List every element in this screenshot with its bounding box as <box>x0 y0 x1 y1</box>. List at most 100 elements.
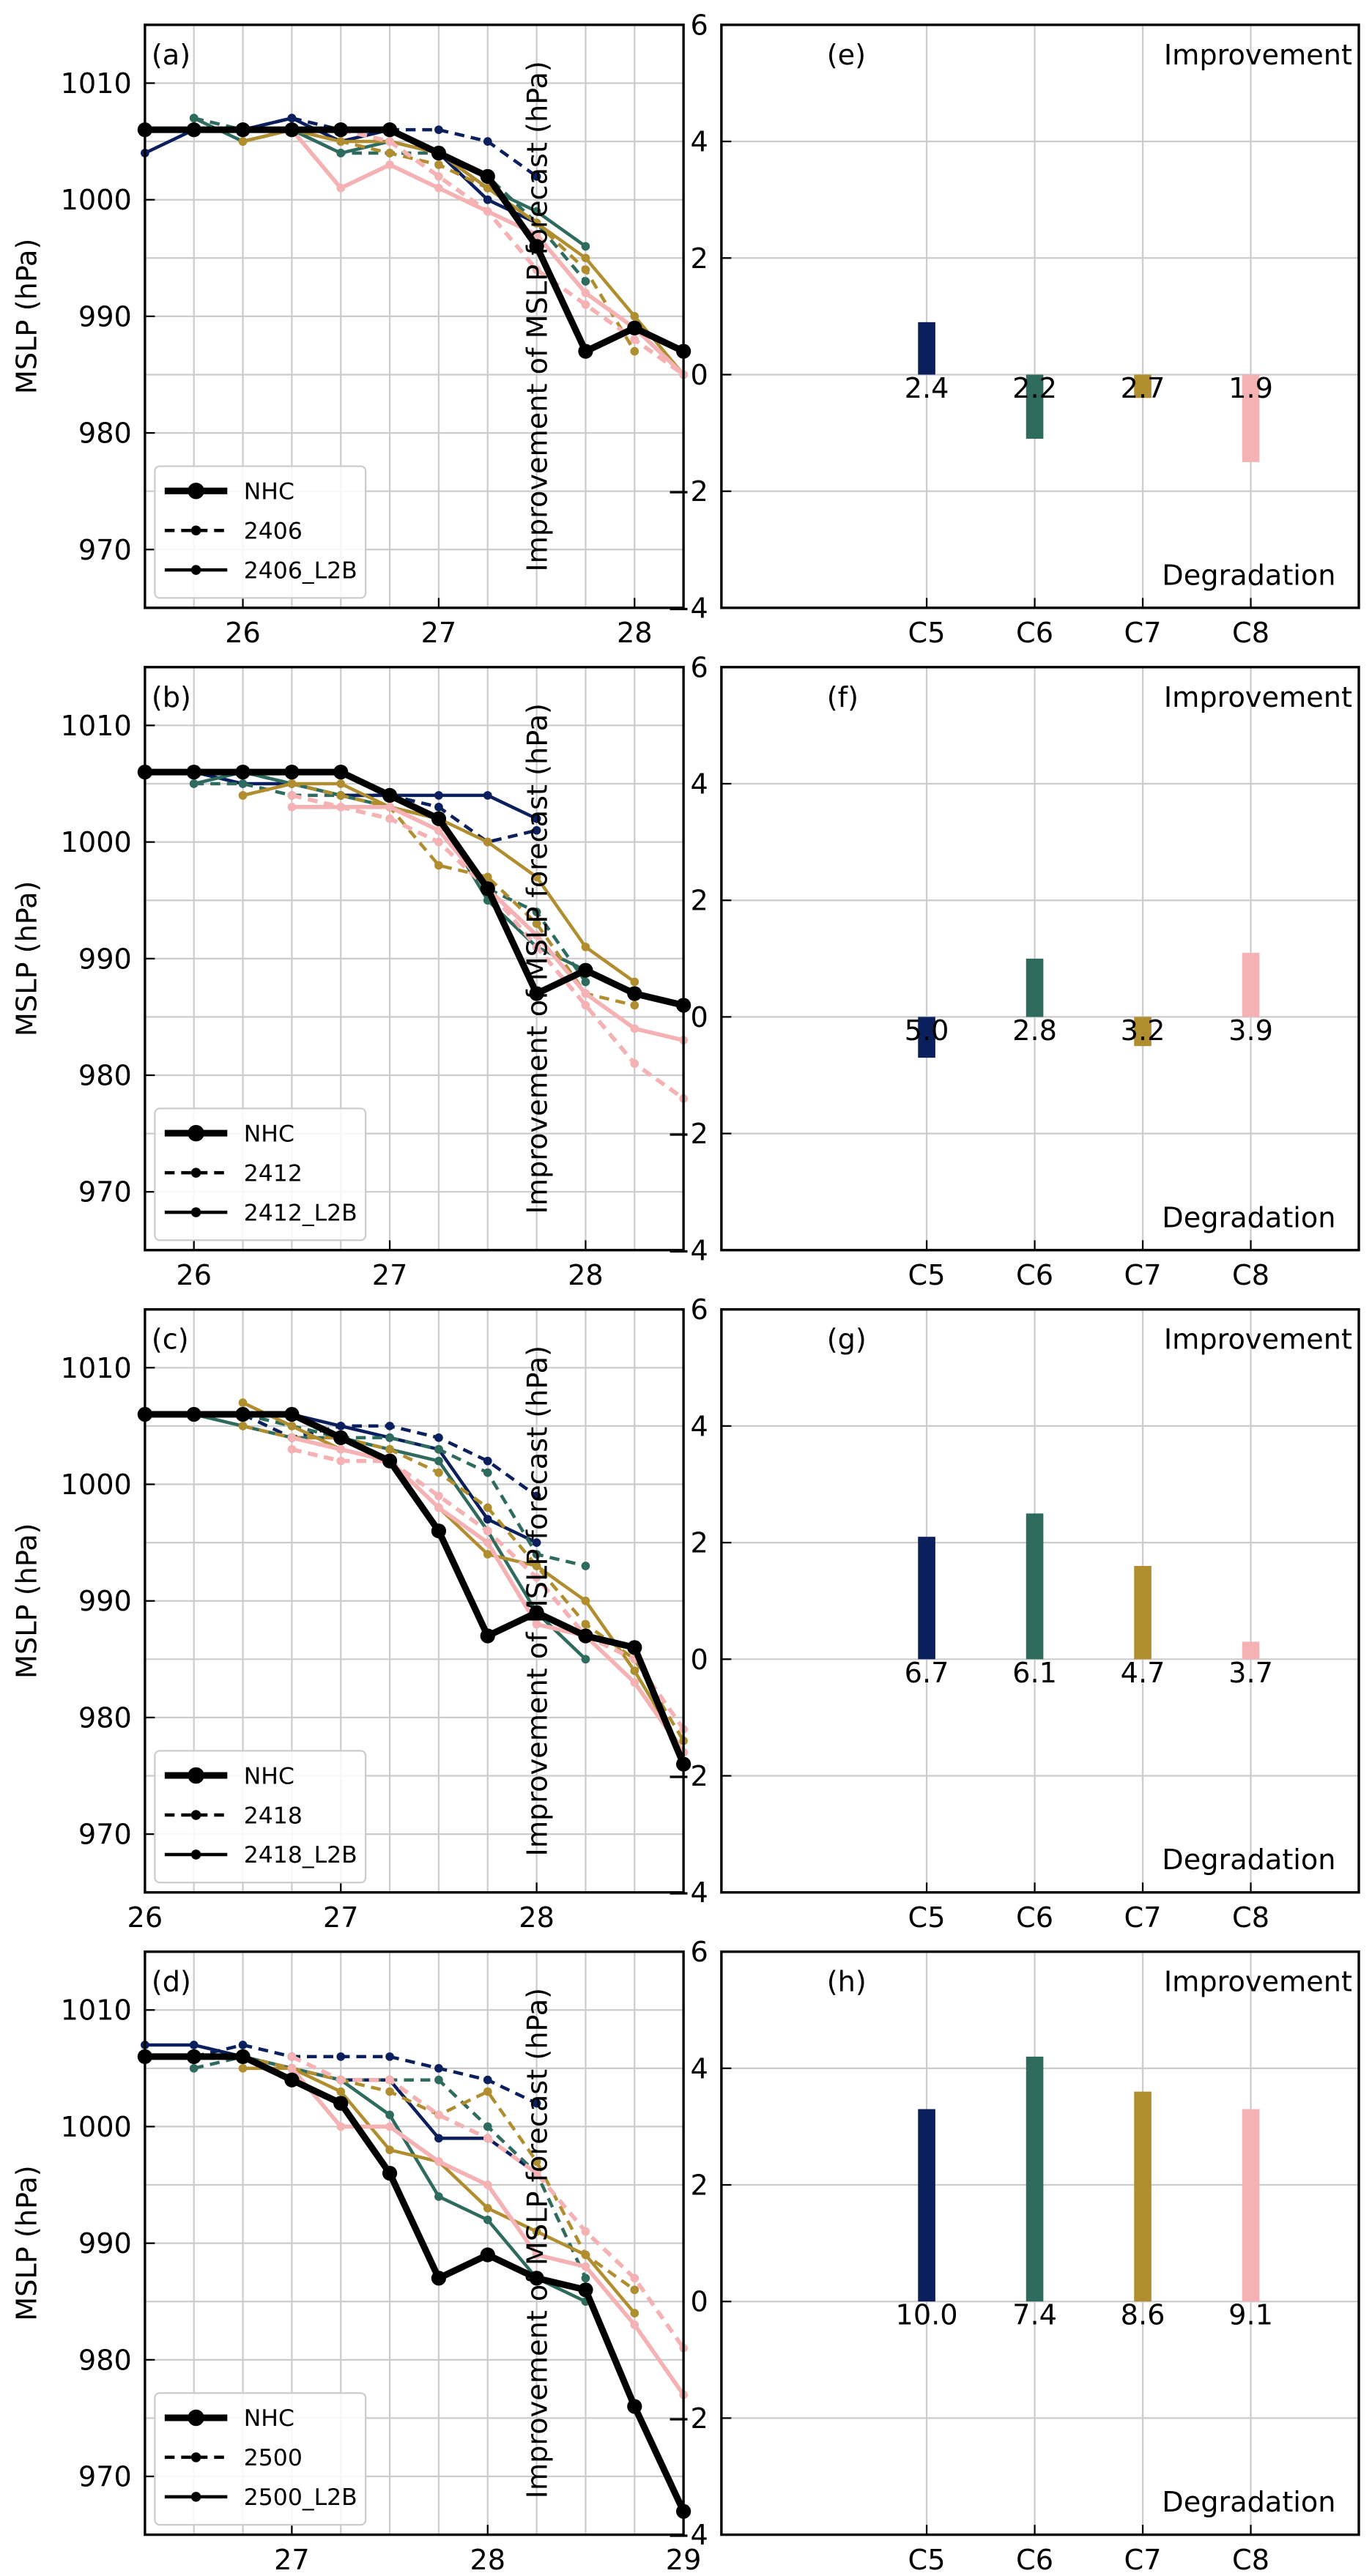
series-marker <box>287 1422 297 1430</box>
bar-note: 6.7 <box>905 1658 949 1690</box>
y-tick-label: −2 <box>667 476 708 508</box>
top-note: Improvement <box>1164 682 1352 714</box>
series-marker <box>287 791 297 800</box>
legend-marker <box>190 2452 201 2462</box>
bar <box>1134 2091 1152 2302</box>
series-marker <box>385 803 394 812</box>
y-tick-label: 1000 <box>61 2112 132 2144</box>
y-axis-label: MSLP (hPa) <box>11 2165 43 2321</box>
series-marker <box>532 814 541 823</box>
series-marker <box>630 1001 639 1010</box>
y-tick-label: −2 <box>667 1761 708 1793</box>
series-marker <box>581 1562 590 1570</box>
y-axis-label: Improvement of MSLP forecast (hPa) <box>522 1345 555 1856</box>
series-marker <box>235 764 251 780</box>
series-marker <box>287 1444 297 1454</box>
series-marker <box>581 2250 590 2260</box>
y-tick-label: −4 <box>667 2520 708 2552</box>
y-tick-label: 6 <box>691 652 708 684</box>
series-marker <box>336 1444 346 1454</box>
y-tick-label: 1010 <box>61 1353 132 1385</box>
y-tick-label: 6 <box>691 10 708 42</box>
series-marker <box>434 1456 443 1466</box>
legend-box <box>154 1750 367 1884</box>
series-marker <box>480 881 495 897</box>
legend-label: NHC <box>244 478 294 505</box>
series-marker <box>385 160 394 169</box>
y-tick-label: 970 <box>78 1819 132 1852</box>
series-marker <box>483 1550 492 1559</box>
y-axis-label: Improvement of MSLP forecast (hPa) <box>522 703 555 1214</box>
x-tick-label: C7 <box>1124 1902 1162 1934</box>
series-marker <box>382 1453 398 1469</box>
series-marker <box>189 2041 199 2049</box>
bar <box>1242 952 1260 1017</box>
y-axis-label: MSLP (hPa) <box>11 239 43 395</box>
series-marker <box>630 1024 639 1033</box>
y-tick-label: 990 <box>78 1586 132 1618</box>
series-marker <box>630 2320 639 2329</box>
bar <box>1026 2056 1044 2302</box>
top-note: Improvement <box>1164 1324 1352 1356</box>
x-tick-label: C8 <box>1232 1902 1269 1934</box>
series-marker <box>333 122 349 138</box>
x-tick-label: 27 <box>372 1260 408 1292</box>
bar-panel: −4 −2 0 2 4 6 C5 C6 C7 C8 6.7 6.1 4.7 3.7 (g) Improveme… <box>522 1294 1360 1934</box>
plot-frame <box>144 666 685 1252</box>
series-marker <box>532 218 541 228</box>
legend-label: 2500 <box>244 2445 303 2471</box>
series-marker <box>385 2122 394 2131</box>
series-marker <box>581 277 590 286</box>
series-marker <box>238 791 248 800</box>
bar-panel: −4 −2 0 2 4 6 C5 C6 C7 C8 2.4 2.2 2.7 1.9 (e) Improveme… <box>522 10 1360 650</box>
series-marker <box>532 2169 541 2178</box>
line-panel: 26 27 28 970 980 990 1000 1010 NHC 2412 2412_L2B (b… <box>11 666 691 1292</box>
legend-label: 2412_L2B <box>244 1200 357 1226</box>
series-marker <box>532 172 541 181</box>
series-marker <box>532 907 541 916</box>
series-marker <box>238 1422 248 1430</box>
series-marker <box>630 2309 639 2317</box>
y-tick-label: 980 <box>78 418 132 450</box>
x-tick-label: 27 <box>274 2545 310 2576</box>
series-marker <box>480 1628 495 1644</box>
legend-box <box>154 2392 367 2526</box>
top-note: Improvement <box>1164 40 1352 72</box>
x-tick-label: C8 <box>1232 1260 1269 1292</box>
series-marker <box>483 2215 492 2224</box>
series-marker <box>336 2087 346 2096</box>
y-tick-label: 0 <box>691 2287 708 2319</box>
series-marker <box>382 2165 398 2181</box>
y-axis-label: MSLP (hPa) <box>11 881 43 1037</box>
series-marker <box>630 1666 639 1676</box>
series-marker <box>189 2063 199 2073</box>
y-tick-label: −4 <box>667 1877 708 1909</box>
legend-marker <box>190 565 201 575</box>
series-marker <box>630 346 639 356</box>
series-marker <box>483 872 492 882</box>
bar-panel: −4 −2 0 2 4 6 C5 C6 C7 C8 5.0 2.8 3.2 3.9 (f) Improveme… <box>522 652 1360 1292</box>
series-marker <box>627 986 642 1001</box>
series-marker <box>336 1456 346 1466</box>
x-tick-label: C8 <box>1232 617 1269 650</box>
series-marker <box>434 160 443 169</box>
series-marker <box>630 1059 639 1068</box>
legend-marker <box>190 1207 201 1217</box>
series-marker <box>630 312 639 321</box>
series-marker <box>284 764 300 780</box>
series-marker <box>532 825 541 835</box>
series-marker <box>532 1491 541 1501</box>
series-marker <box>529 239 544 254</box>
y-tick-label: 4 <box>691 127 708 159</box>
legend-marker <box>190 1168 201 1178</box>
series-marker <box>434 1468 443 1477</box>
series-marker <box>630 335 639 344</box>
bar-note: 10.0 <box>896 2300 958 2332</box>
series-marker <box>581 943 590 951</box>
y-tick-label: −2 <box>667 2403 708 2435</box>
series-marker <box>532 265 541 275</box>
series-line <box>144 126 686 355</box>
series-marker <box>581 977 590 987</box>
series-marker <box>483 195 492 204</box>
series-marker <box>189 779 199 788</box>
